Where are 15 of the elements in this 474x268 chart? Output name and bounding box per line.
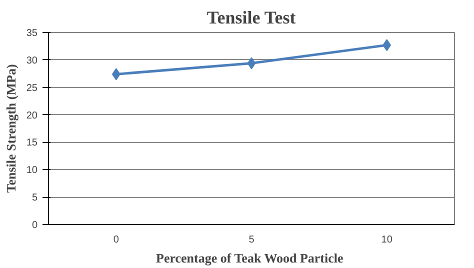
x-axis-title: Percentage of Teak Wood Particle bbox=[156, 250, 344, 266]
y-tick-label: 5 bbox=[32, 192, 38, 204]
y-tick-label: 35 bbox=[26, 28, 38, 39]
x-tick-label: 10 bbox=[381, 234, 393, 246]
chart-title: Tensile Test bbox=[206, 8, 296, 28]
y-tick-label: 30 bbox=[26, 55, 38, 66]
x-tick-label: 0 bbox=[113, 234, 120, 246]
y-axis-title: Tensile Strength (MPa) bbox=[3, 64, 18, 193]
point bbox=[247, 57, 256, 70]
x-tick-label: 5 bbox=[248, 234, 255, 246]
y-tick-label: 15 bbox=[26, 138, 38, 149]
y-tick-label: 25 bbox=[26, 82, 38, 94]
y-tick-label: 10 bbox=[26, 165, 38, 176]
y-tick-label: 20 bbox=[26, 110, 38, 122]
y-tick-label: 0 bbox=[32, 220, 38, 231]
